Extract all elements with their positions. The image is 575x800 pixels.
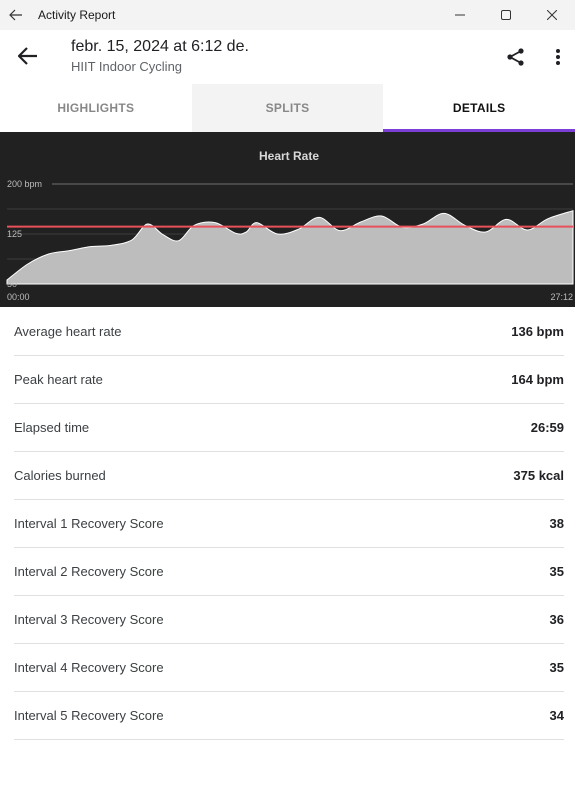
close-icon: [547, 10, 557, 20]
heart-rate-chart-svg: Heart Rate 200 bpm 125 50 00:00 27:12: [6, 149, 574, 302]
more-vert-icon: [556, 49, 560, 65]
stat-value: 38: [549, 516, 564, 531]
arrow-left-icon: [9, 9, 22, 21]
window-back-button[interactable]: [0, 0, 32, 30]
stat-label: Elapsed time: [14, 420, 90, 435]
arrow-left-icon: [18, 47, 37, 65]
stat-value: 35: [549, 660, 564, 675]
back-button[interactable]: [14, 42, 42, 70]
chart-title: Heart Rate: [259, 149, 319, 163]
stat-label: Calories burned: [14, 468, 106, 483]
stat-row-interval-1-recovery: Interval 1 Recovery Score 38: [14, 500, 564, 548]
stat-label: Average heart rate: [14, 324, 122, 339]
activity-type: HIIT Indoor Cycling: [71, 59, 183, 74]
stat-value: 136 bpm: [511, 324, 564, 339]
share-button[interactable]: [502, 43, 530, 71]
stat-label: Peak heart rate: [14, 372, 103, 387]
window-titlebar: Activity Report: [0, 0, 575, 30]
y-tick-label: 50: [7, 279, 17, 289]
tab-highlights[interactable]: HIGHLIGHTS: [57, 101, 135, 115]
heart-rate-chart: Heart Rate 200 bpm 125 50 00:00 27:12: [0, 132, 575, 307]
window-title: Activity Report: [38, 8, 116, 22]
stat-row-peak-heart-rate: Peak heart rate 164 bpm: [14, 356, 564, 404]
maximize-icon: [501, 10, 511, 20]
heart-rate-area: [6, 209, 574, 285]
stat-label: Interval 3 Recovery Score: [14, 612, 164, 627]
stat-value: 35: [549, 564, 564, 579]
y-tick-label: 200 bpm: [7, 179, 42, 189]
window-controls: [437, 0, 575, 30]
stat-label: Interval 1 Recovery Score: [14, 516, 164, 531]
tab-bar: HIGHLIGHTS SPLITS DETAILS: [0, 84, 575, 132]
x-tick-label: 27:12: [550, 292, 573, 302]
stat-row-average-heart-rate: Average heart rate 136 bpm: [14, 308, 564, 356]
stat-value: 26:59: [530, 420, 564, 435]
stat-value: 164 bpm: [511, 372, 564, 387]
stat-row-interval-3-recovery: Interval 3 Recovery Score 36: [14, 596, 564, 644]
stat-label: Interval 2 Recovery Score: [14, 564, 164, 579]
stat-value: 34: [549, 708, 564, 723]
stat-value: 36: [549, 612, 564, 627]
stat-value: 375 kcal: [513, 468, 564, 483]
share-icon: [507, 48, 524, 66]
tab-splits[interactable]: SPLITS: [191, 84, 384, 132]
stat-row-interval-4-recovery: Interval 4 Recovery Score 35: [14, 644, 564, 692]
stat-row-interval-5-recovery: Interval 5 Recovery Score 34: [14, 692, 564, 740]
activity-datetime: febr. 15, 2024 at 6:12 de.: [71, 38, 249, 55]
more-options-button[interactable]: [548, 43, 568, 71]
minimize-button[interactable]: [437, 0, 483, 30]
stat-row-elapsed-time: Elapsed time 26:59: [14, 404, 564, 452]
tab-details[interactable]: DETAILS: [383, 84, 575, 132]
stat-label: Interval 5 Recovery Score: [14, 708, 164, 723]
app-header: febr. 15, 2024 at 6:12 de. HIIT Indoor C…: [0, 30, 575, 84]
stat-row-calories-burned: Calories burned 375 kcal: [14, 452, 564, 500]
minimize-icon: [455, 14, 465, 16]
stat-label: Interval 4 Recovery Score: [14, 660, 164, 675]
close-button[interactable]: [529, 0, 575, 30]
y-tick-label: 125: [7, 229, 22, 239]
stats-list: Average heart rate 136 bpm Peak heart ra…: [14, 308, 564, 740]
stat-row-interval-2-recovery: Interval 2 Recovery Score 35: [14, 548, 564, 596]
x-tick-label: 00:00: [7, 292, 30, 302]
maximize-button[interactable]: [483, 0, 529, 30]
